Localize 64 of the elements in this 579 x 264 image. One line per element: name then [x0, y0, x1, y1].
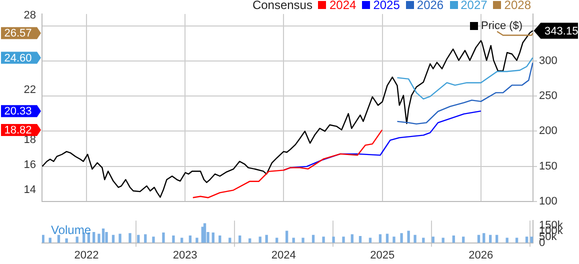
- legend-label: 2024: [328, 0, 356, 12]
- y-tick-label: 14: [24, 184, 36, 196]
- bar: [162, 232, 165, 243]
- y2-tick-label: 250: [539, 90, 558, 102]
- bar: [203, 223, 206, 243]
- legend-label: 2027: [460, 0, 488, 12]
- legend-label: 2028: [503, 0, 531, 12]
- bar: [322, 236, 325, 243]
- y2-tick-label: 100: [539, 195, 558, 208]
- x-tick-label: 2026: [468, 249, 494, 262]
- bar: [292, 238, 295, 243]
- bar: [285, 230, 288, 243]
- bar: [102, 228, 105, 243]
- bar: [358, 236, 362, 243]
- bar: [432, 236, 434, 243]
- bar: [42, 234, 44, 243]
- bar: [128, 233, 132, 243]
- bar: [218, 235, 222, 243]
- bar: [196, 238, 198, 243]
- bar: [188, 235, 192, 243]
- y2-tick-label: 300: [539, 55, 558, 68]
- legend-label: 2025: [372, 0, 400, 12]
- bar: [92, 232, 96, 243]
- chart-title: Volume: [51, 222, 92, 237]
- bar: [118, 234, 122, 243]
- y-tick-label: 0: [539, 236, 546, 249]
- x-tick-label: 2024: [271, 249, 296, 262]
- bar: [258, 236, 262, 243]
- bar: [332, 236, 335, 243]
- bar: [76, 236, 78, 243]
- legend-label: Price ($): [480, 20, 523, 32]
- bar: [414, 234, 416, 243]
- bar: [407, 230, 410, 243]
- x-tick-label: 2023: [172, 249, 198, 262]
- bar: [65, 238, 68, 243]
- bar: [238, 235, 242, 243]
- bar: [525, 236, 528, 243]
- bar: [392, 236, 396, 243]
- y-tick-label: 22: [24, 84, 36, 96]
- text: 20.33: [4, 106, 32, 118]
- bar: [462, 236, 465, 243]
- y2-tick-label: 200: [539, 125, 558, 138]
- bar: [105, 232, 108, 243]
- x-tick-label: 2022: [74, 249, 99, 262]
- legend-title: Consensus: [252, 0, 312, 12]
- text: 24.60: [4, 52, 32, 64]
- bar: [386, 234, 389, 243]
- x-tick-label: 2025: [370, 249, 395, 262]
- y2-tick-label: 150: [539, 160, 558, 172]
- data-label: 343.15: [544, 25, 578, 38]
- legend-label: 2026: [416, 0, 444, 12]
- bar: [302, 238, 304, 243]
- bar: [400, 233, 403, 243]
- bar: [152, 236, 155, 243]
- y-tick-label: 16: [24, 159, 36, 172]
- bar: [482, 233, 486, 243]
- bar: [172, 235, 175, 243]
- bar: [342, 236, 345, 243]
- text: 18.82: [4, 124, 32, 136]
- bar: [530, 236, 533, 243]
- bar: [452, 235, 455, 243]
- y-tick-label: 28: [24, 9, 36, 22]
- bar: [212, 232, 214, 243]
- text: 26.57: [4, 28, 32, 40]
